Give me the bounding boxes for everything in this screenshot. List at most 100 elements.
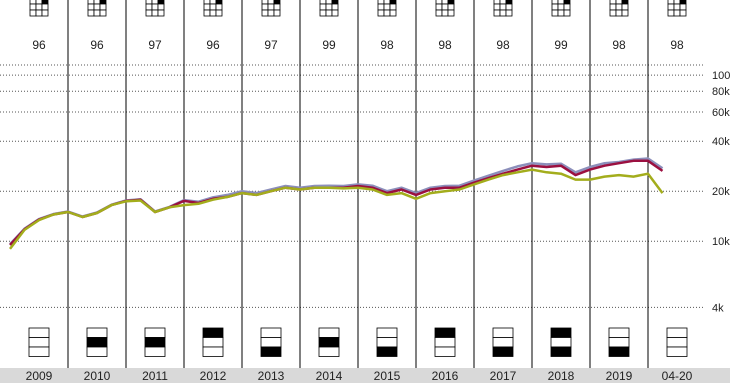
style-row [86, 327, 108, 338]
style-cell [273, 3, 281, 11]
y-tick-label: 80k [712, 86, 730, 98]
fixed-income-style-box [144, 327, 166, 357]
style-row [492, 327, 514, 338]
fixed-income-style-box [492, 327, 514, 357]
style-cell [667, 0, 675, 5]
style-row [28, 346, 50, 357]
style-row [434, 346, 456, 357]
style-cell [609, 0, 617, 5]
equity-percent: 98 [612, 38, 626, 52]
style-cell [499, 3, 507, 11]
equity-percent: 98 [496, 38, 510, 52]
fixed-income-style-box [28, 327, 50, 357]
style-row [550, 346, 572, 357]
equity-percent: 98 [670, 38, 684, 52]
style-cell [673, 3, 681, 11]
equity-percent: 98 [438, 38, 452, 52]
equity-style-box [261, 0, 281, 17]
style-cell [389, 3, 397, 11]
growth-line [9, 168, 664, 250]
style-cell [383, 3, 391, 11]
style-cell [441, 9, 449, 17]
style-cell [267, 0, 275, 5]
style-cell [267, 3, 275, 11]
style-row [550, 337, 572, 348]
style-cell [505, 9, 513, 17]
style-row [376, 346, 398, 357]
style-cell [493, 0, 501, 5]
style-cell [93, 9, 101, 17]
style-cell [203, 0, 211, 5]
style-cell [447, 9, 455, 17]
style-cell [151, 9, 159, 17]
style-cell [93, 0, 101, 5]
equity-percent: 97 [264, 38, 278, 52]
fixed-income-style-box [666, 327, 688, 357]
style-row [666, 327, 688, 338]
style-row [28, 337, 50, 348]
style-cell [267, 9, 275, 17]
style-cell [615, 9, 623, 17]
style-row [260, 346, 282, 357]
style-row [144, 337, 166, 348]
style-cell [557, 0, 565, 5]
style-cell [667, 9, 675, 17]
style-row [666, 337, 688, 348]
x-category-label: 2015 [374, 369, 401, 383]
style-cell [383, 9, 391, 17]
style-row [550, 327, 572, 338]
style-row [376, 327, 398, 338]
style-cell [99, 0, 107, 5]
y-tick-label: 60k [712, 107, 730, 119]
style-row [202, 346, 224, 357]
style-row [28, 327, 50, 338]
style-row [144, 327, 166, 338]
style-row [666, 346, 688, 357]
style-cell [215, 3, 223, 11]
equity-percent: 99 [322, 38, 336, 52]
style-cell [609, 3, 617, 11]
style-cell [145, 3, 153, 11]
equity-style-box [551, 0, 571, 17]
style-row [434, 327, 456, 338]
style-cell [99, 3, 107, 11]
equity-percent: 97 [148, 38, 162, 52]
style-cell [551, 3, 559, 11]
style-cell [447, 3, 455, 11]
style-cell [29, 0, 37, 5]
y-tick-label: 4k [712, 302, 724, 314]
style-cell [563, 9, 571, 17]
style-cell [435, 0, 443, 5]
style-cell [35, 0, 43, 5]
style-cell [615, 0, 623, 5]
equity-percent: 96 [90, 38, 104, 52]
style-cell [87, 3, 95, 11]
style-cell [151, 3, 159, 11]
fixed-income-style-box [376, 327, 398, 357]
equity-percent: 96 [206, 38, 220, 52]
style-cell [609, 9, 617, 17]
style-cell [29, 3, 37, 11]
style-row [608, 346, 630, 357]
style-cell [41, 0, 49, 5]
style-row [260, 337, 282, 348]
x-category-label: 04-20 [662, 369, 693, 383]
style-row [318, 346, 340, 357]
equity-style-box [435, 0, 455, 17]
style-cell [679, 0, 687, 5]
equity-style-box [319, 0, 339, 17]
style-cell [557, 3, 565, 11]
style-cell [673, 0, 681, 5]
style-row [260, 327, 282, 338]
style-row [376, 337, 398, 348]
x-category-label: 2016 [432, 369, 459, 383]
equity-style-box [145, 0, 165, 17]
style-cell [29, 9, 37, 17]
style-cell [209, 3, 217, 11]
style-cell [621, 9, 629, 17]
equity-style-box [29, 0, 49, 17]
style-cell [203, 3, 211, 11]
style-cell [325, 3, 333, 11]
style-cell [273, 9, 281, 17]
